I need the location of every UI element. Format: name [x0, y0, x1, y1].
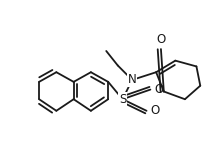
- Text: O: O: [150, 104, 160, 117]
- Text: O: O: [156, 33, 166, 46]
- Text: O: O: [154, 83, 164, 96]
- Text: N: N: [128, 73, 136, 86]
- Text: S: S: [119, 93, 126, 106]
